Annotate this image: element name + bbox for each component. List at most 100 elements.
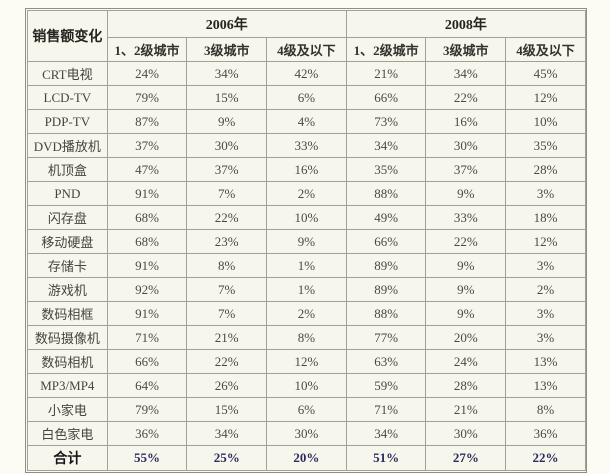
data-cell: 55% <box>106 445 188 471</box>
data-cell: 77% <box>345 325 427 350</box>
data-cell: 37% <box>186 157 268 182</box>
data-cell: 25% <box>186 445 268 471</box>
data-cell: 9% <box>425 253 507 278</box>
data-cell: 91% <box>106 253 188 278</box>
year-2008-header: 2008年 <box>345 10 586 38</box>
data-cell: 33% <box>425 205 507 230</box>
data-cell: 37% <box>106 133 188 158</box>
row-label: MP3/MP4 <box>27 373 108 398</box>
data-cell: 33% <box>266 133 347 158</box>
data-cell: 9% <box>186 109 268 134</box>
data-cell: 2% <box>266 181 347 206</box>
data-cell: 15% <box>186 397 268 422</box>
data-cell: 22% <box>186 205 268 230</box>
row-label: 闪存盘 <box>27 205 108 230</box>
data-cell: 13% <box>505 373 586 398</box>
data-cell: 1% <box>266 253 347 278</box>
data-cell: 47% <box>106 157 188 182</box>
data-cell: 21% <box>425 397 507 422</box>
row-label: 数码相机 <box>27 349 108 374</box>
data-cell: 8% <box>186 253 268 278</box>
data-cell: 92% <box>106 277 188 302</box>
data-cell: 21% <box>345 61 427 86</box>
row-label: 移动硬盘 <box>27 229 108 254</box>
table-row: 游戏机 92% 7% 1% 89% 9% 2% <box>27 277 586 302</box>
data-cell: 91% <box>106 301 188 326</box>
data-cell: 22% <box>186 349 268 374</box>
sales-change-table: 销售额变化 2006年 2008年 1、2级城市 3级城市 4级及以下 1、2级… <box>27 10 586 471</box>
data-cell: 3% <box>505 301 586 326</box>
data-cell: 20% <box>425 325 507 350</box>
data-cell: 27% <box>425 445 507 471</box>
row-label: 机顶盒 <box>27 157 108 182</box>
table-header: 销售额变化 2006年 2008年 1、2级城市 3级城市 4级及以下 1、2级… <box>27 10 586 62</box>
data-cell: 64% <box>106 373 188 398</box>
total-row-label: 合计 <box>27 445 108 471</box>
data-cell: 12% <box>266 349 347 374</box>
data-cell: 10% <box>266 205 347 230</box>
corner-title-cell: 销售额变化 <box>27 10 108 62</box>
data-cell: 30% <box>425 133 507 158</box>
data-cell: 88% <box>345 301 427 326</box>
data-cell: 3% <box>505 325 586 350</box>
data-cell: 66% <box>106 349 188 374</box>
table-row: 闪存盘 68% 22% 10% 49% 33% 18% <box>27 205 586 230</box>
data-cell: 24% <box>425 349 507 374</box>
data-cell: 22% <box>425 85 507 110</box>
data-cell: 28% <box>505 157 586 182</box>
data-cell: 36% <box>505 421 586 446</box>
data-cell: 7% <box>186 301 268 326</box>
data-cell: 66% <box>345 85 427 110</box>
table-row: 白色家电 36% 34% 30% 34% 30% 36% <box>27 421 586 446</box>
table-row: 移动硬盘 68% 23% 9% 66% 22% 12% <box>27 229 586 254</box>
data-cell: 12% <box>505 229 586 254</box>
table-body: CRT电视 24% 34% 42% 21% 34% 45% LCD-TV 79% 15% 6% 66%… <box>27 61 586 471</box>
data-cell: 7% <box>186 181 268 206</box>
data-cell: 42% <box>266 61 347 86</box>
data-cell: 88% <box>345 181 427 206</box>
data-cell: 45% <box>505 61 586 86</box>
data-cell: 28% <box>425 373 507 398</box>
data-cell: 16% <box>266 157 347 182</box>
data-cell: 16% <box>425 109 507 134</box>
table-row: 机顶盒 47% 37% 16% 35% 37% 28% <box>27 157 586 182</box>
data-cell: 18% <box>505 205 586 230</box>
data-cell: 79% <box>106 85 188 110</box>
row-label: 数码摄像机 <box>27 325 108 350</box>
data-cell: 35% <box>345 157 427 182</box>
table-row: DVD播放机 37% 30% 33% 34% 30% 35% <box>27 133 586 158</box>
data-cell: 51% <box>345 445 427 471</box>
data-cell: 71% <box>106 325 188 350</box>
city-tier-header-row: 1、2级城市 3级城市 4级及以下 1、2级城市 3级城市 4级及以下 <box>28 37 586 62</box>
data-cell: 24% <box>106 61 188 86</box>
data-cell: 30% <box>266 421 347 446</box>
data-cell: 89% <box>345 277 427 302</box>
data-cell: 22% <box>505 445 586 471</box>
data-cell: 34% <box>186 421 268 446</box>
data-cell: 91% <box>106 181 188 206</box>
table-row: 数码摄像机 71% 21% 8% 77% 20% 3% <box>27 325 586 350</box>
table-row: 数码相机 66% 22% 12% 63% 24% 13% <box>27 349 586 374</box>
row-label: CRT电视 <box>27 61 108 86</box>
header-2008-tier4: 4级及以下 <box>505 37 586 62</box>
year-header-row: 销售额变化 2006年 2008年 <box>27 10 586 62</box>
table-row: LCD-TV 79% 15% 6% 66% 22% 12% <box>27 85 586 110</box>
data-cell: 3% <box>505 181 586 206</box>
year-2006-header: 2006年 <box>106 10 347 38</box>
data-cell: 68% <box>106 205 188 230</box>
data-cell: 89% <box>345 253 427 278</box>
table-row: CRT电视 24% 34% 42% 21% 34% 45% <box>27 61 586 86</box>
data-cell: 4% <box>266 109 347 134</box>
data-cell: 9% <box>425 181 507 206</box>
data-cell: 6% <box>266 397 347 422</box>
header-2008-tier3: 3级城市 <box>425 37 507 62</box>
header-2006-tier3: 3级城市 <box>186 37 268 62</box>
table-row: 存储卡 91% 8% 1% 89% 9% 3% <box>27 253 586 278</box>
data-cell: 36% <box>106 421 188 446</box>
data-cell: 2% <box>266 301 347 326</box>
data-cell: 73% <box>345 109 427 134</box>
data-cell: 68% <box>106 229 188 254</box>
data-cell: 12% <box>505 85 586 110</box>
data-cell: 15% <box>186 85 268 110</box>
data-cell: 7% <box>186 277 268 302</box>
